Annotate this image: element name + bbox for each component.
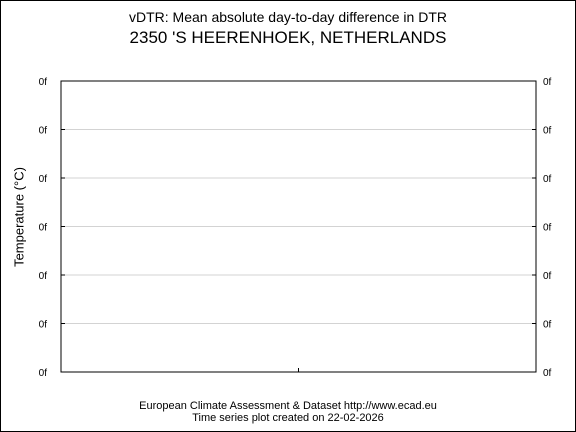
y-tick-label-left: 0f — [39, 271, 48, 282]
y-tick-label-right: 0f — [543, 77, 552, 88]
y-tick-label-right: 0f — [543, 320, 552, 331]
y-tick-label-left: 0f — [39, 77, 48, 88]
footer-credit: European Climate Assessment & Dataset ht… — [139, 400, 437, 412]
y-tick-label-right: 0f — [543, 271, 552, 282]
y-tick-label-left: 0f — [39, 174, 48, 185]
y-tick-label-left: 0f — [39, 126, 48, 137]
chart-subtitle: 2350 'S HEERENHOEK, NETHERLANDS — [129, 28, 447, 47]
y-tick-label-left: 0f — [39, 320, 48, 331]
y-tick-label-right: 0f — [543, 174, 552, 185]
y-tick-label-left: 0f — [39, 368, 48, 379]
y-tick-label-left: 0f — [39, 223, 48, 234]
y-tick-label-right: 0f — [543, 126, 552, 137]
footer-created-date: Time series plot created on 22-02-2026 — [192, 412, 384, 424]
y-tick-label-right: 0f — [543, 223, 552, 234]
y-tick-label-right: 0f — [543, 368, 552, 379]
chart-title: vDTR: Mean absolute day-to-day differenc… — [129, 9, 447, 25]
